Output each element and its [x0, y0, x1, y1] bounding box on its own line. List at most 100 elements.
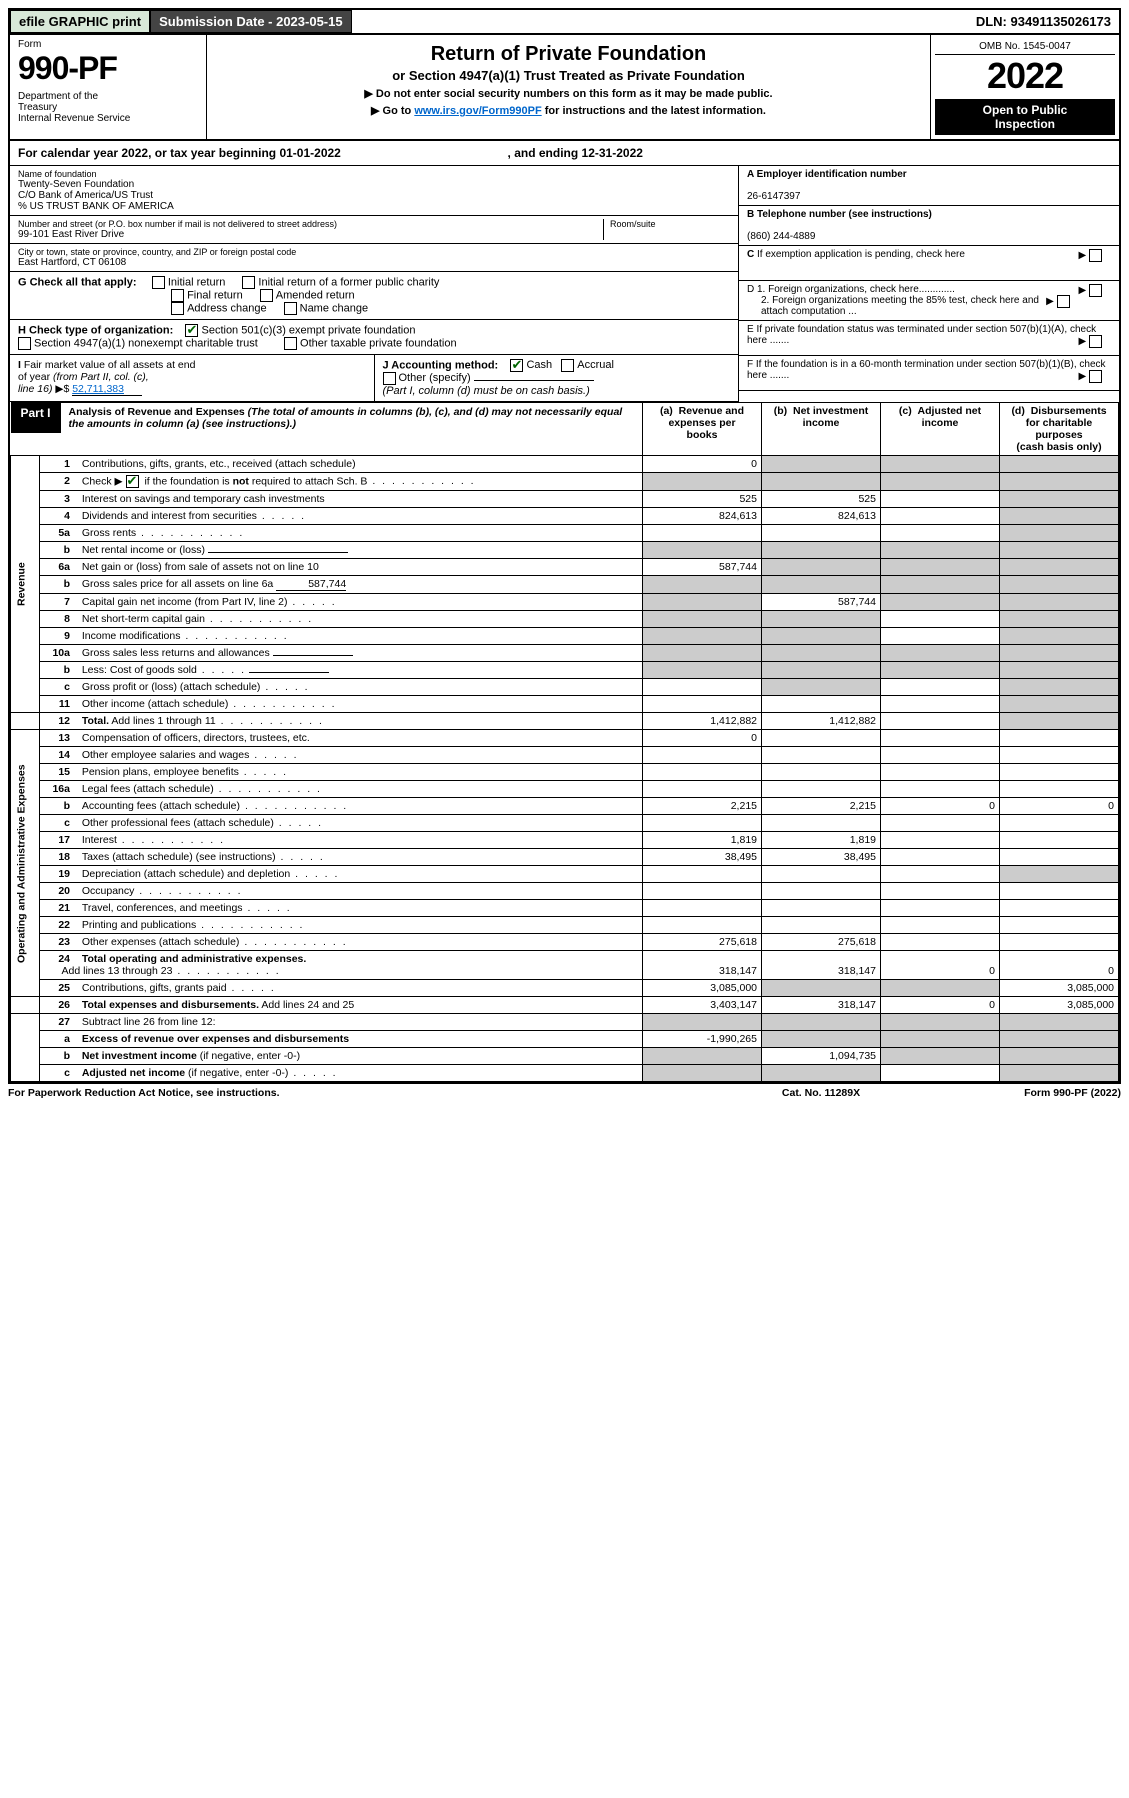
line-20: 20 Occupancy: [11, 883, 1119, 900]
address: 99-101 East River Drive: [18, 229, 603, 240]
schb-checkbox[interactable]: [126, 475, 139, 488]
instruct-1: ▶ Do not enter social security numbers o…: [217, 87, 920, 100]
line-27a: a Excess of revenue over expenses and di…: [11, 1031, 1119, 1048]
line-17: 17 Interest 1,8191,819: [11, 832, 1119, 849]
form-label: Form: [18, 39, 198, 50]
j-cash[interactable]: Cash: [510, 359, 552, 371]
addr-label: Number and street (or P.O. box number if…: [18, 219, 603, 229]
g-final-return[interactable]: Final return: [171, 289, 243, 302]
line-4: 4 Dividends and interest from securities…: [11, 508, 1119, 525]
c-checkbox[interactable]: [1089, 249, 1102, 262]
form-subtitle: or Section 4947(a)(1) Trust Treated as P…: [217, 68, 920, 83]
line-5a: 5a Gross rents: [11, 525, 1119, 542]
open-public-badge: Open to PublicInspection: [935, 99, 1115, 135]
g-amended-return[interactable]: Amended return: [260, 289, 355, 302]
header-left: Form 990-PF Department of theTreasuryInt…: [10, 35, 207, 139]
c-cell: C If exemption application is pending, c…: [739, 246, 1119, 281]
cal-year-begin: 01-01-2022: [279, 146, 340, 160]
line-14: 14 Other employee salaries and wages: [11, 747, 1119, 764]
d2-text: 2. Foreign organizations meeting the 85%…: [747, 295, 1041, 317]
line-3: 3 Interest on savings and temporary cash…: [11, 491, 1119, 508]
tax-year: 2022: [935, 55, 1115, 97]
footer-center: Cat. No. 11289X: [721, 1087, 921, 1099]
part1-table: Part I Analysis of Revenue and Expenses …: [10, 402, 1119, 1082]
line-8: 8 Net short-term capital gain: [11, 611, 1119, 628]
g-initial-former[interactable]: Initial return of a former public charit…: [242, 276, 439, 289]
line-5b: b Net rental income or (loss): [11, 542, 1119, 559]
line-26: 26 Total expenses and disbursements. Add…: [11, 997, 1119, 1014]
irs-link[interactable]: www.irs.gov/Form990PF: [414, 105, 541, 117]
h-other-taxable[interactable]: Other taxable private foundation: [284, 337, 457, 350]
line-15: 15 Pension plans, employee benefits: [11, 764, 1119, 781]
fmv-link[interactable]: 52,711,383: [72, 383, 142, 396]
h-501c3[interactable]: Section 501(c)(3) exempt private foundat…: [185, 324, 415, 337]
form-header: Form 990-PF Department of theTreasuryInt…: [10, 35, 1119, 141]
g-initial-return[interactable]: Initial return: [152, 276, 225, 289]
line-27b: b Net investment income (if negative, en…: [11, 1048, 1119, 1065]
d-cell: D 1. Foreign organizations, check here..…: [739, 281, 1119, 321]
part1-label: Part I: [11, 403, 61, 433]
j-accrual[interactable]: Accrual: [561, 359, 614, 371]
cal-year-end: 12-31-2022: [582, 146, 643, 160]
g-address-change[interactable]: Address change: [171, 302, 267, 315]
efile-print-button[interactable]: efile GRAPHIC print: [10, 10, 150, 33]
line-22: 22 Printing and publications: [11, 917, 1119, 934]
line-9: 9 Income modifications: [11, 628, 1119, 645]
foundation-name-3: % US TRUST BANK OF AMERICA: [18, 201, 730, 212]
header-right: OMB No. 1545-0047 2022 Open to PublicIns…: [931, 35, 1119, 139]
info-left: Name of foundation Twenty-Seven Foundati…: [10, 166, 738, 402]
e-checkbox[interactable]: [1089, 335, 1102, 348]
line-16a: 16a Legal fees (attach schedule): [11, 781, 1119, 798]
revenue-label: Revenue: [11, 456, 40, 713]
footer-left: For Paperwork Reduction Act Notice, see …: [8, 1087, 721, 1099]
top-bar: efile GRAPHIC print Submission Date - 20…: [10, 10, 1119, 35]
line-16b: b Accounting fees (attach schedule) 2,21…: [11, 798, 1119, 815]
line-11: 11 Other income (attach schedule): [11, 696, 1119, 713]
h-4947[interactable]: Section 4947(a)(1) nonexempt charitable …: [18, 337, 258, 350]
line-10a: 10a Gross sales less returns and allowan…: [11, 645, 1119, 662]
col-d-header: (d) Disbursementsfor charitablepurposes(…: [1000, 403, 1119, 456]
footer-right: Form 990-PF (2022): [921, 1087, 1121, 1099]
info-right: A Employer identification number 26-6147…: [738, 166, 1119, 402]
instruct-2: ▶ Go to www.irs.gov/Form990PF for instru…: [217, 104, 920, 117]
ein-cell: A Employer identification number 26-6147…: [739, 166, 1119, 206]
col-c-header: (c) Adjusted netincome: [881, 403, 1000, 456]
omb-number: OMB No. 1545-0047: [935, 39, 1115, 55]
d2-checkbox[interactable]: [1057, 295, 1070, 308]
cal-year-mid: , and ending: [508, 146, 582, 160]
f-checkbox[interactable]: [1089, 370, 1102, 383]
h-label: H Check type of organization:: [18, 324, 173, 336]
footer: For Paperwork Reduction Act Notice, see …: [8, 1084, 1121, 1102]
department: Department of theTreasuryInternal Revenu…: [18, 91, 198, 124]
line-7: 7 Capital gain net income (from Part IV,…: [11, 594, 1119, 611]
g-name-change[interactable]: Name change: [284, 302, 369, 315]
line-21: 21 Travel, conferences, and meetings: [11, 900, 1119, 917]
j-section: J Accounting method: Cash Accrual Other …: [375, 355, 739, 401]
dln: DLN: 93491135026173: [968, 11, 1119, 32]
header-center: Return of Private Foundation or Section …: [207, 35, 931, 139]
line-10c: c Gross profit or (loss) (attach schedul…: [11, 679, 1119, 696]
line-25: 25 Contributions, gifts, grants paid 3,0…: [11, 980, 1119, 997]
i-j-row: I Fair market value of all assets at end…: [10, 355, 738, 402]
line-13: Operating and Administrative Expenses 13…: [11, 730, 1119, 747]
d1-checkbox[interactable]: [1089, 284, 1102, 297]
g-label: G Check all that apply:: [18, 276, 137, 288]
calendar-year-row: For calendar year 2022, or tax year begi…: [10, 141, 1119, 166]
expenses-label: Operating and Administrative Expenses: [11, 730, 40, 997]
city: East Hartford, CT 06108: [18, 257, 730, 268]
city-cell: City or town, state or province, country…: [10, 244, 738, 272]
form-container: efile GRAPHIC print Submission Date - 20…: [8, 8, 1121, 1084]
submission-date: Submission Date - 2023-05-15: [150, 10, 352, 33]
f-text: F If the foundation is in a 60-month ter…: [747, 359, 1106, 381]
phone: (860) 244-4889: [747, 231, 815, 242]
j-label: J Accounting method:: [383, 359, 499, 371]
line-10b: b Less: Cost of goods sold: [11, 662, 1119, 679]
b-label: B Telephone number (see instructions): [747, 209, 932, 220]
foundation-name-1: Twenty-Seven Foundation: [18, 179, 730, 190]
city-label: City or town, state or province, country…: [18, 247, 730, 257]
j-other[interactable]: Other (specify): [383, 372, 471, 384]
h-check-row: H Check type of organization: Section 50…: [10, 320, 738, 355]
ein: 26-6147397: [747, 191, 800, 202]
line-6b: b Gross sales price for all assets on li…: [11, 576, 1119, 594]
d1-text: D 1. Foreign organizations, check here..…: [747, 284, 955, 295]
